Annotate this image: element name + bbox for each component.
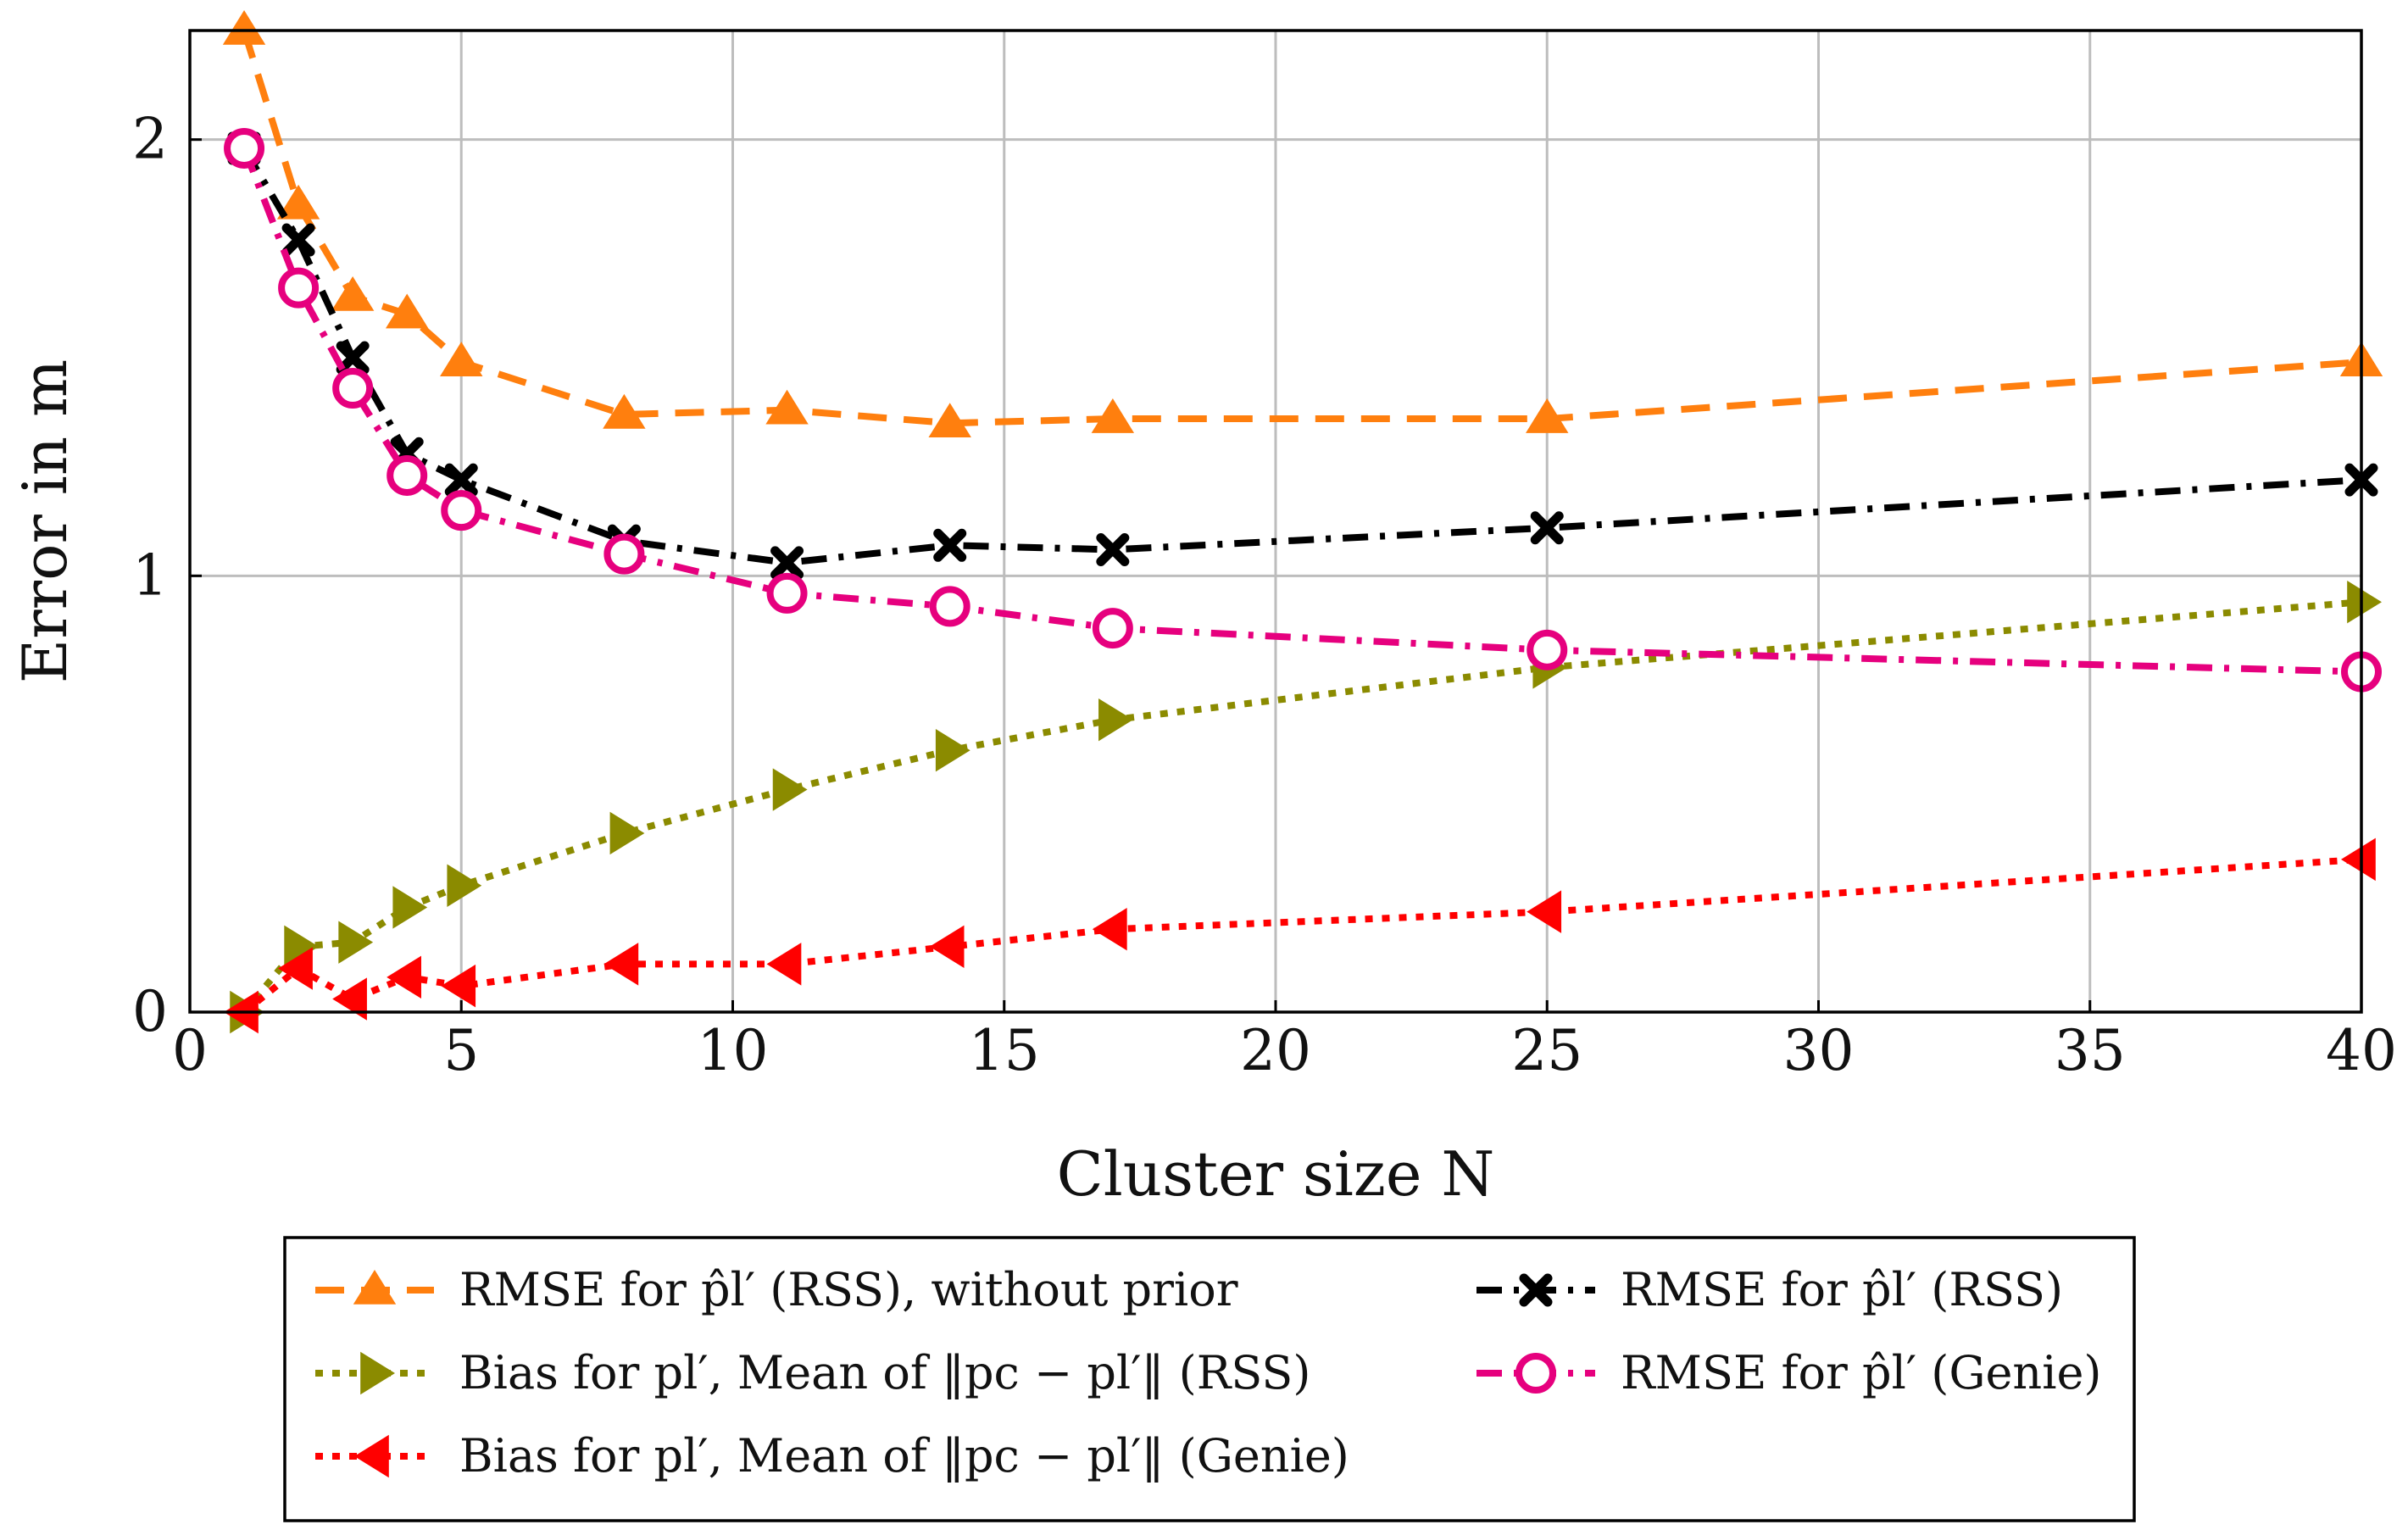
- series-layer: [222, 10, 2383, 1034]
- series-line: [241, 598, 2362, 1015]
- series-line: [242, 855, 2362, 1015]
- legend-item: RMSE for p̂l′ (Genie): [1476, 1346, 2102, 1399]
- series-line: [241, 146, 2362, 566]
- data-point: [281, 223, 315, 257]
- legend-item: Bias for pl′, Mean of ‖pc − pl′‖ (Genie): [315, 1429, 1349, 1483]
- x-tick-label: 40: [2326, 1018, 2397, 1083]
- data-point: [603, 943, 639, 986]
- data-point: [603, 393, 646, 429]
- x-tick-label: 30: [1783, 1018, 1855, 1083]
- data-point: [1092, 908, 1127, 951]
- data-point: [284, 925, 320, 968]
- data-point: [2341, 837, 2376, 882]
- legend-marker: [354, 1434, 389, 1478]
- data-point: [1092, 608, 1133, 649]
- legend-label: RMSE for p̂l′ (RSS), without prior: [459, 1263, 1238, 1316]
- x-tick-label: 35: [2055, 1018, 2126, 1083]
- legend-marker: [360, 1351, 395, 1395]
- data-point: [444, 463, 478, 497]
- data-point: [224, 127, 265, 169]
- data-point: [603, 533, 645, 575]
- data-point: [2347, 581, 2382, 624]
- legend-label: RMSE for p̂l′ (RSS): [1621, 1263, 2063, 1316]
- data-point: [765, 389, 809, 425]
- data-point: [278, 267, 320, 309]
- data-point: [766, 572, 808, 614]
- legend-item: RMSE for p̂l′ (RSS), without prior: [315, 1263, 1238, 1316]
- series-1: [227, 131, 2378, 580]
- data-point: [1098, 698, 1133, 742]
- x-tick-label: 20: [1240, 1018, 1311, 1083]
- y-axis-title: Error in m: [9, 359, 81, 684]
- x-tick-label: 15: [969, 1018, 1040, 1083]
- y-tick-label: 1: [132, 542, 168, 608]
- legend-label: Bias for pl′, Mean of ‖pc − pl′‖ (Genie): [459, 1429, 1349, 1483]
- data-point: [276, 184, 320, 220]
- data-point: [332, 977, 367, 1021]
- legend-item: RMSE for p̂l′ (RSS): [1476, 1263, 2063, 1316]
- data-point: [336, 341, 370, 375]
- series-3: [224, 127, 2382, 693]
- x-tick-label: 0: [172, 1018, 208, 1083]
- legend-label: Bias for pl′, Mean of ‖pc − pl′‖ (RSS): [459, 1346, 1310, 1399]
- legend-label: RMSE for p̂l′ (Genie): [1621, 1346, 2102, 1399]
- data-point: [772, 768, 808, 811]
- data-point: [386, 293, 429, 329]
- x-tick-label: 25: [1511, 1018, 1582, 1083]
- data-point: [1096, 532, 1130, 566]
- data-point: [1527, 629, 1568, 670]
- data-point: [392, 886, 428, 929]
- data-point: [770, 546, 804, 580]
- data-point: [1530, 511, 1564, 545]
- legend: RMSE for p̂l′ (RSS), without prior RMSE f…: [283, 1236, 2136, 1522]
- legend-box: [283, 1236, 2136, 1522]
- data-point: [1527, 890, 1562, 933]
- data-point: [441, 964, 476, 1008]
- legend-marker: [1515, 1353, 1556, 1394]
- data-point: [929, 586, 970, 627]
- data-point: [338, 921, 374, 964]
- legend-marker: [353, 1270, 397, 1305]
- data-point: [331, 275, 375, 311]
- x-tick-label: 5: [443, 1018, 479, 1083]
- data-point: [609, 811, 645, 855]
- data-point: [766, 943, 802, 986]
- legend-item: Bias for pl′, Mean of ‖pc − pl′‖ (RSS): [315, 1346, 1310, 1399]
- series-4: [224, 837, 2376, 1034]
- data-point: [933, 528, 967, 562]
- grid: [188, 31, 2363, 1014]
- data-point: [447, 864, 482, 907]
- data-point: [935, 729, 970, 772]
- y-tick-label: 2: [132, 107, 168, 172]
- series-0: [222, 10, 2383, 437]
- tick-labels: 0 5 10 15 20 25 30 35 40 0 1 2: [132, 107, 2397, 1083]
- data-point: [929, 925, 965, 968]
- data-point: [332, 368, 374, 409]
- data-point: [1091, 398, 1135, 433]
- series-2: [230, 581, 2382, 1034]
- data-point: [441, 490, 482, 531]
- x-axis-title: Cluster size N: [1057, 1138, 1495, 1210]
- x-tick-label: 10: [698, 1018, 769, 1083]
- data-point: [222, 10, 266, 45]
- y-tick-label: 0: [132, 979, 168, 1044]
- legend-marker: [1519, 1273, 1553, 1307]
- data-point: [1526, 398, 1569, 433]
- data-point: [928, 403, 971, 437]
- series-line: [241, 147, 2362, 676]
- data-point: [387, 454, 428, 496]
- data-point: [440, 342, 483, 376]
- series-line: [241, 29, 2362, 427]
- data-point: [278, 947, 313, 990]
- data-point: [387, 955, 421, 999]
